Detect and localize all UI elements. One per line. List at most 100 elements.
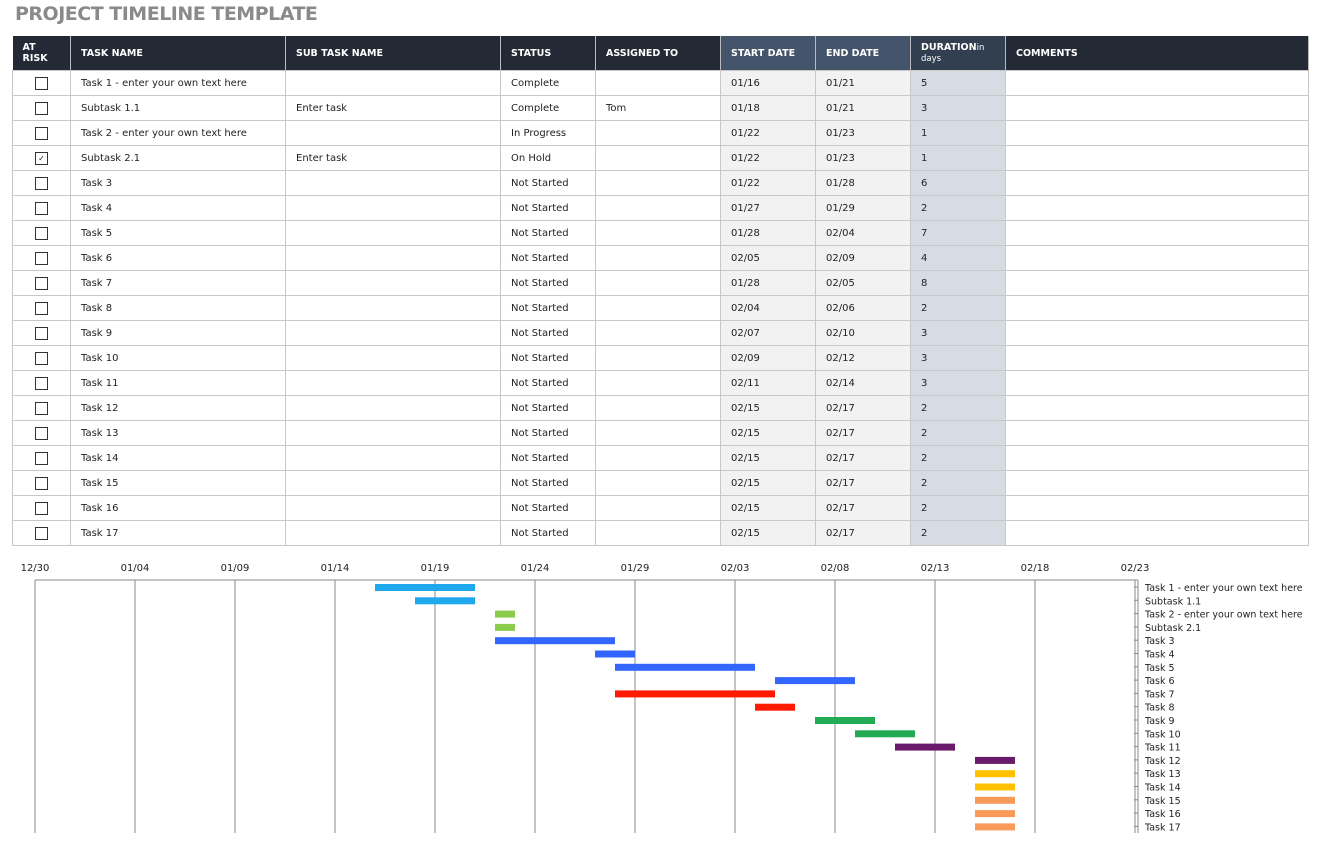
sub-cell[interactable]: Enter task <box>285 145 501 171</box>
task-cell[interactable]: Task 6 <box>70 245 286 271</box>
at-risk-checkbox[interactable] <box>35 501 48 515</box>
end-cell[interactable]: 02/05 <box>815 270 911 296</box>
sub-cell[interactable] <box>285 220 501 246</box>
task-cell[interactable]: Task 15 <box>70 470 286 496</box>
task-cell[interactable]: Task 14 <box>70 445 286 471</box>
status-cell[interactable]: Not Started <box>500 170 596 196</box>
duration-cell[interactable]: 3 <box>910 320 1006 346</box>
task-cell[interactable]: Task 16 <box>70 495 286 521</box>
at-risk-checkbox[interactable] <box>35 301 48 315</box>
sub-cell[interactable] <box>285 270 501 296</box>
comments-cell[interactable] <box>1005 495 1309 521</box>
end-cell[interactable]: 02/14 <box>815 370 911 396</box>
assigned-cell[interactable] <box>595 370 721 396</box>
end-cell[interactable]: 02/04 <box>815 220 911 246</box>
comments-cell[interactable] <box>1005 295 1309 321</box>
duration-cell[interactable]: 2 <box>910 195 1006 221</box>
duration-cell[interactable]: 2 <box>910 445 1006 471</box>
end-cell[interactable]: 02/17 <box>815 470 911 496</box>
comments-cell[interactable] <box>1005 220 1309 246</box>
assigned-cell[interactable] <box>595 495 721 521</box>
status-cell[interactable]: Complete <box>500 70 596 96</box>
end-cell[interactable]: 02/10 <box>815 320 911 346</box>
start-cell[interactable]: 02/05 <box>720 245 816 271</box>
start-cell[interactable]: 01/16 <box>720 70 816 96</box>
end-cell[interactable]: 01/29 <box>815 195 911 221</box>
assigned-cell[interactable] <box>595 245 721 271</box>
comments-cell[interactable] <box>1005 520 1309 546</box>
duration-cell[interactable]: 2 <box>910 420 1006 446</box>
start-cell[interactable]: 01/22 <box>720 170 816 196</box>
sub-cell[interactable] <box>285 320 501 346</box>
status-cell[interactable]: Not Started <box>500 370 596 396</box>
task-cell[interactable]: Task 4 <box>70 195 286 221</box>
status-cell[interactable]: Not Started <box>500 320 596 346</box>
status-cell[interactable]: Not Started <box>500 245 596 271</box>
assigned-cell[interactable] <box>595 520 721 546</box>
duration-cell[interactable]: 1 <box>910 120 1006 146</box>
duration-cell[interactable]: 2 <box>910 295 1006 321</box>
start-cell[interactable]: 02/15 <box>720 420 816 446</box>
comments-cell[interactable] <box>1005 245 1309 271</box>
comments-cell[interactable] <box>1005 345 1309 371</box>
assigned-cell[interactable] <box>595 70 721 96</box>
start-cell[interactable]: 02/15 <box>720 520 816 546</box>
status-cell[interactable]: Not Started <box>500 295 596 321</box>
sub-cell[interactable] <box>285 70 501 96</box>
comments-cell[interactable] <box>1005 470 1309 496</box>
end-cell[interactable]: 02/17 <box>815 520 911 546</box>
start-cell[interactable]: 02/15 <box>720 495 816 521</box>
at-risk-checkbox[interactable] <box>35 126 48 140</box>
end-cell[interactable]: 01/28 <box>815 170 911 196</box>
duration-cell[interactable]: 3 <box>910 95 1006 121</box>
end-cell[interactable]: 01/23 <box>815 145 911 171</box>
status-cell[interactable]: Not Started <box>500 495 596 521</box>
start-cell[interactable]: 02/04 <box>720 295 816 321</box>
comments-cell[interactable] <box>1005 70 1309 96</box>
sub-cell[interactable] <box>285 420 501 446</box>
assigned-cell[interactable] <box>595 420 721 446</box>
status-cell[interactable]: Not Started <box>500 270 596 296</box>
comments-cell[interactable] <box>1005 420 1309 446</box>
duration-cell[interactable]: 2 <box>910 520 1006 546</box>
duration-cell[interactable]: 4 <box>910 245 1006 271</box>
sub-cell[interactable] <box>285 470 501 496</box>
comments-cell[interactable] <box>1005 195 1309 221</box>
task-cell[interactable]: Subtask 1.1 <box>70 95 286 121</box>
end-cell[interactable]: 02/09 <box>815 245 911 271</box>
at-risk-checkbox[interactable] <box>35 401 48 415</box>
sub-cell[interactable] <box>285 495 501 521</box>
at-risk-checkbox[interactable] <box>35 201 48 215</box>
at-risk-checkbox[interactable] <box>35 426 48 440</box>
comments-cell[interactable] <box>1005 370 1309 396</box>
status-cell[interactable]: Not Started <box>500 520 596 546</box>
comments-cell[interactable] <box>1005 320 1309 346</box>
start-cell[interactable]: 02/09 <box>720 345 816 371</box>
status-cell[interactable]: Complete <box>500 95 596 121</box>
start-cell[interactable]: 01/22 <box>720 120 816 146</box>
assigned-cell[interactable] <box>595 145 721 171</box>
comments-cell[interactable] <box>1005 445 1309 471</box>
duration-cell[interactable]: 1 <box>910 145 1006 171</box>
comments-cell[interactable] <box>1005 395 1309 421</box>
assigned-cell[interactable] <box>595 295 721 321</box>
at-risk-checkbox[interactable]: ✓ <box>35 151 48 165</box>
end-cell[interactable]: 02/12 <box>815 345 911 371</box>
assigned-cell[interactable] <box>595 220 721 246</box>
status-cell[interactable]: Not Started <box>500 345 596 371</box>
at-risk-checkbox[interactable] <box>35 226 48 240</box>
comments-cell[interactable] <box>1005 270 1309 296</box>
task-cell[interactable]: Task 9 <box>70 320 286 346</box>
assigned-cell[interactable] <box>595 445 721 471</box>
end-cell[interactable]: 02/17 <box>815 395 911 421</box>
end-cell[interactable]: 02/17 <box>815 445 911 471</box>
sub-cell[interactable] <box>285 195 501 221</box>
at-risk-checkbox[interactable] <box>35 101 48 115</box>
at-risk-checkbox[interactable] <box>35 476 48 490</box>
at-risk-checkbox[interactable] <box>35 251 48 265</box>
task-cell[interactable]: Task 11 <box>70 370 286 396</box>
end-cell[interactable]: 02/06 <box>815 295 911 321</box>
at-risk-checkbox[interactable] <box>35 351 48 365</box>
sub-cell[interactable] <box>285 395 501 421</box>
at-risk-checkbox[interactable] <box>35 326 48 340</box>
